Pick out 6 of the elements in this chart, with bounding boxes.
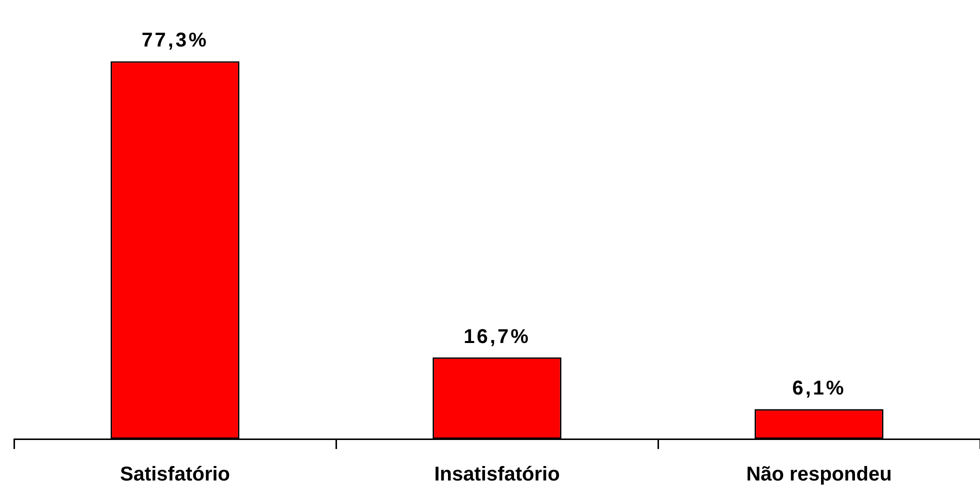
data-label: 16,7% <box>464 326 530 348</box>
x-tick-label: Insatisfatório <box>434 464 560 486</box>
data-label: 6,1% <box>792 378 846 400</box>
x-tick-label: Satisfatório <box>120 464 230 486</box>
data-label: 77,3% <box>142 30 208 52</box>
x-tick-label: Não respondeu <box>746 464 892 486</box>
